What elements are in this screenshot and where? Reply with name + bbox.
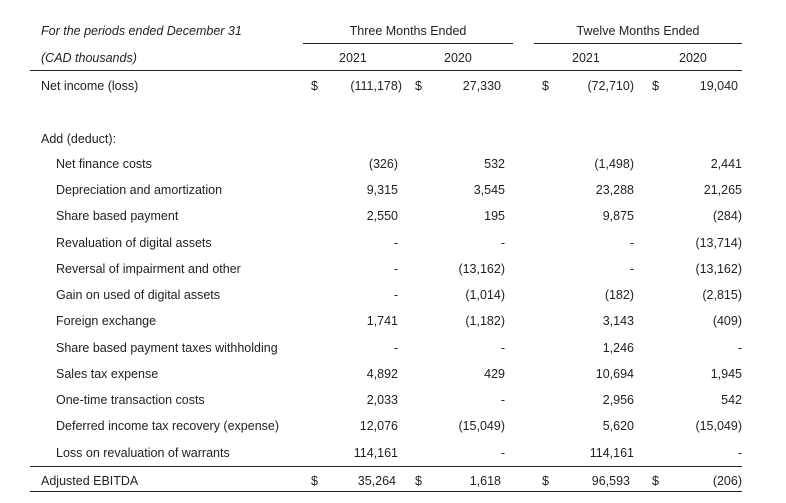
- units-label: (CAD thousands): [41, 51, 137, 65]
- value-cell: 3,143: [602, 314, 634, 328]
- value-cell: 12,076: [359, 419, 398, 433]
- row-label: Loss on revaluation of warrants: [56, 446, 230, 460]
- value-cell: 429: [484, 367, 505, 381]
- row-label: Adjusted EBITDA: [41, 474, 139, 488]
- year-header: 2020: [679, 51, 707, 65]
- value-cell: 3,545: [473, 183, 505, 197]
- value-cell: 4,892: [366, 367, 398, 381]
- value-cell: 23,288: [595, 183, 634, 197]
- value-cell: -: [393, 236, 398, 250]
- row-label: Deferred income tax recovery (expense): [56, 419, 280, 433]
- value-cell: -: [500, 446, 505, 460]
- twelve-months-rule: [534, 43, 742, 44]
- value-cell: (15,049): [695, 419, 742, 433]
- currency-symbol: $: [652, 474, 659, 488]
- value-cell: 5,620: [602, 419, 634, 433]
- value-cell: -: [500, 236, 505, 250]
- value-cell: (182): [604, 288, 634, 302]
- currency-symbol: $: [542, 474, 549, 488]
- value-cell: 35,264: [357, 474, 396, 488]
- row-label: One-time transaction costs: [56, 393, 205, 407]
- value-cell: 10,694: [595, 367, 634, 381]
- value-cell: (13,162): [695, 262, 742, 276]
- three-months-rule: [303, 43, 513, 44]
- value-cell: (284): [712, 209, 742, 223]
- value-cell: -: [393, 341, 398, 355]
- value-cell: (13,162): [458, 262, 505, 276]
- value-cell: -: [629, 262, 634, 276]
- three-months-header: Three Months Ended: [349, 24, 467, 38]
- value-cell: 2,033: [366, 393, 398, 407]
- value-cell: 114,161: [589, 446, 634, 460]
- value-cell: 9,875: [602, 209, 634, 223]
- row-label: Share based payment taxes withholding: [56, 341, 278, 355]
- value-cell: 1,246: [602, 341, 634, 355]
- row-label: Net finance costs: [56, 157, 152, 171]
- currency-symbol: $: [311, 474, 318, 488]
- total-bottom-rule: [30, 491, 742, 492]
- value-cell: 96,593: [591, 474, 630, 488]
- value-cell: -: [500, 393, 505, 407]
- value-cell: -: [737, 446, 742, 460]
- row-label: Reversal of impairment and other: [56, 262, 241, 276]
- value-cell: (326): [368, 157, 398, 171]
- value-cell: 114,161: [353, 446, 398, 460]
- row-label: Depreciation and amortization: [56, 183, 223, 197]
- value-cell: 532: [484, 157, 505, 171]
- value-cell: 2,441: [710, 157, 742, 171]
- total-top-rule: [30, 466, 742, 467]
- value-cell: (1,014): [465, 288, 505, 302]
- row-label: Foreign exchange: [56, 314, 157, 328]
- value-cell: 1,741: [366, 314, 398, 328]
- value-cell: 542: [721, 393, 742, 407]
- currency-symbol: $: [415, 79, 422, 93]
- row-label: Share based payment: [56, 209, 179, 223]
- value-cell: -: [500, 341, 505, 355]
- row-label: Sales tax expense: [56, 367, 159, 381]
- value-cell: 2,956: [602, 393, 634, 407]
- value-cell: -: [737, 341, 742, 355]
- periods-label: For the periods ended December 31: [41, 24, 242, 38]
- value-cell: 27,330: [462, 79, 501, 93]
- value-cell: 195: [484, 209, 505, 223]
- value-cell: 9,315: [366, 183, 398, 197]
- value-cell: -: [393, 288, 398, 302]
- value-cell: -: [629, 236, 634, 250]
- currency-symbol: $: [652, 79, 659, 93]
- value-cell: 1,618: [469, 474, 501, 488]
- value-cell: (206): [712, 474, 742, 488]
- year-header: 2021: [339, 51, 367, 65]
- value-cell: (1,498): [594, 157, 634, 171]
- year-header: 2020: [444, 51, 472, 65]
- value-cell: (72,710): [587, 79, 634, 93]
- value-cell: 21,265: [703, 183, 742, 197]
- value-cell: 19,040: [699, 79, 738, 93]
- currency-symbol: $: [542, 79, 549, 93]
- row-label: Gain on used of digital assets: [56, 288, 220, 302]
- value-cell: (409): [712, 314, 742, 328]
- row-label: Revaluation of digital assets: [56, 236, 212, 250]
- currency-symbol: $: [415, 474, 422, 488]
- value-cell: 2,550: [366, 209, 398, 223]
- twelve-months-header: Twelve Months Ended: [576, 24, 700, 38]
- value-cell: (15,049): [458, 419, 505, 433]
- value-cell: (2,815): [702, 288, 742, 302]
- header-bottom-rule: [30, 70, 742, 71]
- year-header: 2021: [572, 51, 600, 65]
- value-cell: (111,178): [350, 79, 402, 93]
- value-cell: -: [393, 262, 398, 276]
- value-cell: (1,182): [465, 314, 505, 328]
- value-cell: (13,714): [695, 236, 742, 250]
- adjustments-heading: Add (deduct):: [41, 132, 117, 146]
- row-label: Net income (loss): [41, 79, 139, 93]
- currency-symbol: $: [311, 79, 318, 93]
- value-cell: 1,945: [710, 367, 742, 381]
